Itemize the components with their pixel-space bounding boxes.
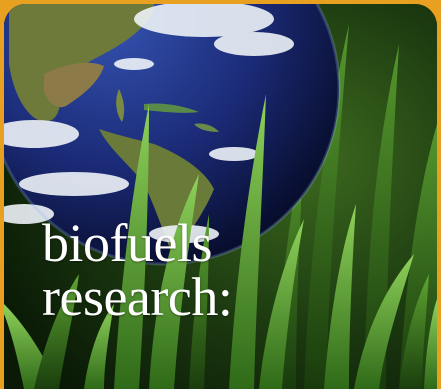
scene-illustration	[4, 4, 437, 389]
headline-line-1: biofuels	[42, 213, 212, 273]
headline: biofuels research:	[42, 213, 233, 327]
foreground-grass	[4, 94, 437, 389]
headline-line-2: research:	[42, 267, 233, 327]
image-panel: biofuels research:	[4, 4, 437, 389]
